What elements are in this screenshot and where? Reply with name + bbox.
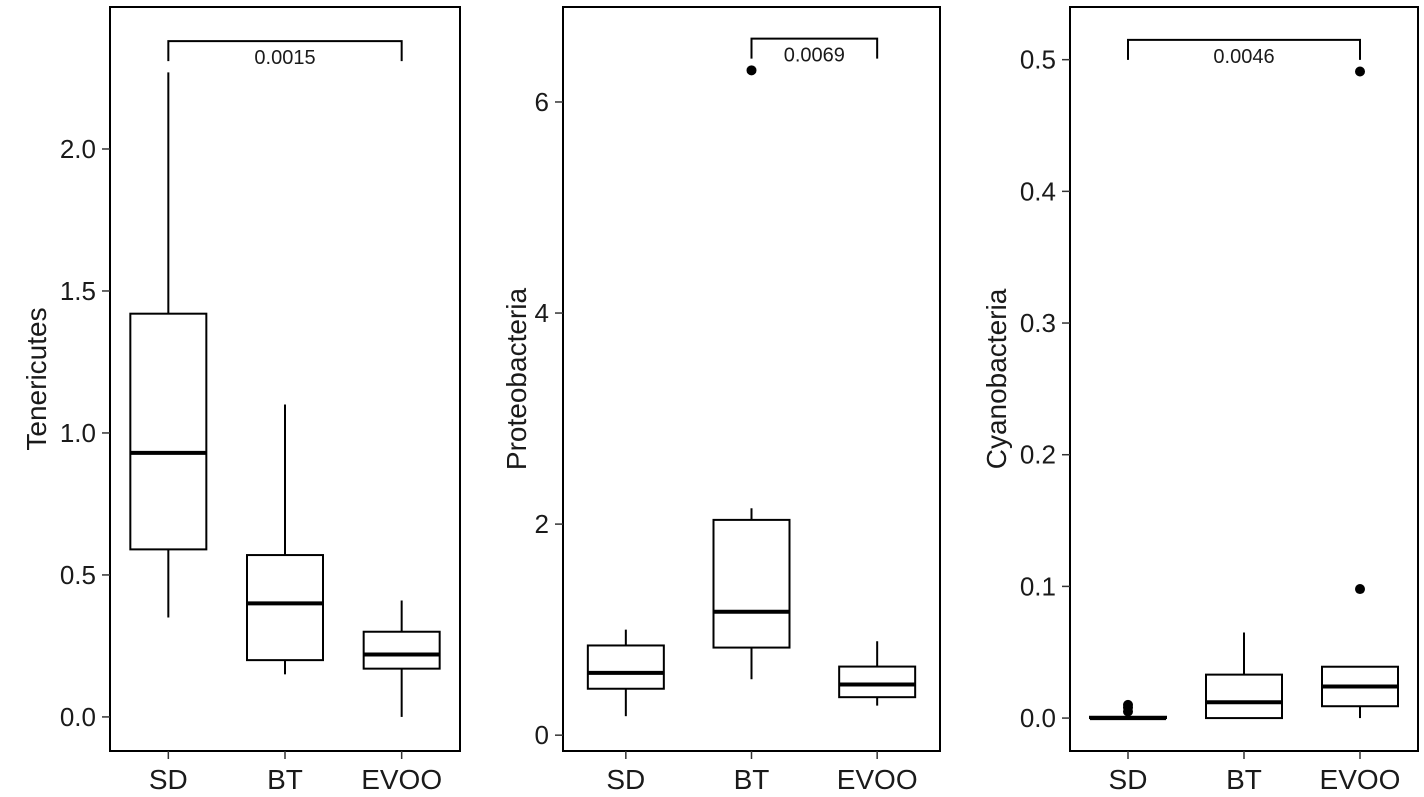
- box-body: [712, 518, 791, 649]
- box-sd: [1089, 699, 1167, 721]
- p-value-label: 0.0069: [784, 45, 845, 67]
- box-body: [838, 665, 917, 699]
- box-body: [362, 630, 441, 670]
- panel-cyanobacteria: 0.0 0.1 0.2 0.3 0.4 0.5 Cyanobacteria SD BT EVOO 0…: [981, 6, 1419, 795]
- y-axis-label: Tenericutes: [21, 307, 52, 450]
- box-bt: [712, 65, 791, 680]
- box-body: [129, 312, 208, 551]
- significance-bracket: [750, 37, 879, 59]
- x-tick-label: EVOO: [837, 764, 918, 795]
- y-tick-label: 0: [535, 720, 549, 750]
- box-bt: [1205, 632, 1283, 720]
- x-tick-label: EVOO: [1320, 764, 1401, 795]
- outlier-point: [1355, 66, 1365, 77]
- y-tick-label: 1.0: [60, 418, 96, 448]
- p-value-label: 0.0046: [1213, 46, 1274, 68]
- box-body: [246, 554, 324, 662]
- y-tick-label: 2: [535, 509, 549, 539]
- x-tick-label: SD: [606, 764, 645, 795]
- outlier-point: [1355, 584, 1365, 595]
- y-tick-label: 6: [535, 87, 549, 117]
- y-tick-label: 0.3: [1020, 308, 1056, 338]
- panel-proteobacteria: 0 2 4 6 Proteobacteria SD BT EVOO 0.0069: [501, 6, 941, 795]
- y-tick-label: 0.0: [1020, 703, 1056, 733]
- outlier-point: [1123, 699, 1133, 710]
- box-evoo: [838, 641, 917, 706]
- y-tick-label: 1.5: [60, 276, 96, 306]
- box-sd: [586, 629, 665, 717]
- x-tick-label: BT: [734, 764, 770, 795]
- y-tick-label: 4: [535, 298, 549, 328]
- box-body: [1205, 673, 1283, 720]
- panel-tenericutes: 0.0 0.5 1.0 1.5 2.0 Tenericutes SD BT EVOO 0.0015: [21, 6, 461, 795]
- x-tick-label: BT: [1226, 764, 1262, 795]
- p-value-label: 0.0015: [254, 47, 315, 69]
- box-sd: [129, 72, 208, 618]
- box-evoo: [1321, 66, 1399, 719]
- y-tick-label: 0.4: [1020, 176, 1056, 206]
- y-axis-label: Proteobacteria: [501, 288, 532, 471]
- box-bt: [246, 404, 324, 675]
- x-tick-label: SD: [1109, 764, 1148, 795]
- y-tick-label: 0.5: [1020, 45, 1056, 75]
- box-body: [586, 644, 665, 690]
- x-tick-label: EVOO: [361, 764, 442, 795]
- y-tick-label: 0.2: [1020, 440, 1056, 470]
- y-tick-label: 2.0: [60, 134, 96, 164]
- x-tick-label: BT: [267, 764, 303, 795]
- outlier-point: [746, 65, 757, 76]
- x-tick-label: SD: [149, 764, 188, 795]
- y-tick-label: 0.1: [1020, 571, 1056, 601]
- significance-bracket: [167, 40, 403, 62]
- y-tick-label: 0.0: [60, 702, 96, 732]
- y-axis-label: Cyanobacteria: [981, 288, 1012, 469]
- significance-bracket: [1127, 38, 1361, 60]
- box-evoo: [362, 600, 441, 717]
- y-tick-label: 0.5: [60, 560, 96, 590]
